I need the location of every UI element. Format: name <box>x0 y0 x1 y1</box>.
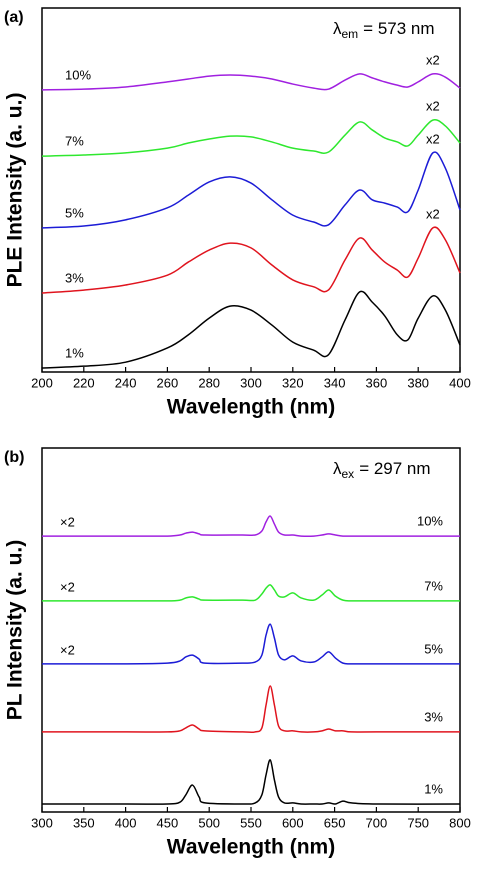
x-tick-label: 600 <box>282 815 304 830</box>
spectrum-line <box>41 72 461 91</box>
scale-label: ×2 <box>60 579 75 594</box>
spectrum-line <box>41 226 461 294</box>
annotation: λem = 573 nm <box>333 19 435 41</box>
panel-label: (a) <box>4 9 24 26</box>
annotation-symbol: λ <box>333 459 342 478</box>
x-tick-label: 200 <box>31 375 53 390</box>
y-axis-title: PL Intensity (a. u.) <box>4 540 27 720</box>
x-tick-label: 350 <box>73 815 95 830</box>
spectrum-line <box>41 584 460 602</box>
annotation-subscript: ex <box>342 467 355 481</box>
x-tick-label: 380 <box>407 375 429 390</box>
spectrum-line <box>42 685 460 734</box>
spectrum-line <box>41 151 461 229</box>
spectrum-line <box>41 515 460 537</box>
x-tick-label: 550 <box>240 815 262 830</box>
y-axis-title: PLE Intensity (a. u.) <box>4 93 27 288</box>
x-tick-label: 300 <box>240 375 262 390</box>
spectrum-line <box>41 623 461 665</box>
x-tick-label: 240 <box>115 375 137 390</box>
scale-label: x2 <box>426 131 440 146</box>
x-tick-label: 280 <box>198 375 220 390</box>
scale-label: x2 <box>426 206 440 221</box>
annotation-subscript: em <box>342 27 359 41</box>
series-label: 10% <box>417 514 443 529</box>
x-tick-label: 650 <box>324 815 346 830</box>
x-tick-label: 500 <box>198 815 220 830</box>
annotation-text: = 573 nm <box>363 19 434 38</box>
scale-label: x2 <box>426 99 440 114</box>
series-label: 1% <box>424 781 443 796</box>
series-label: 3% <box>65 270 84 285</box>
annotation: λex = 297 nm <box>333 459 431 481</box>
x-axis-title: Wavelength (nm) <box>167 396 335 419</box>
spectrum-line <box>42 759 461 805</box>
x-tick-label: 450 <box>157 815 179 830</box>
plot-frame <box>41 447 461 813</box>
x-tick-label: 800 <box>449 815 471 830</box>
x-tick-label: 260 <box>157 375 179 390</box>
x-tick-label: 400 <box>115 815 137 830</box>
x-tick-label: 300 <box>31 815 53 830</box>
plot-frame <box>41 7 461 373</box>
series-label: 10% <box>65 67 91 82</box>
x-tick-label: 400 <box>449 375 471 390</box>
series-label: 1% <box>65 345 84 360</box>
spectrum-line <box>41 290 461 369</box>
series-label: 7% <box>65 134 84 149</box>
scale-label: ×2 <box>60 515 75 530</box>
x-tick-label: 320 <box>282 375 304 390</box>
scale-label: x2 <box>426 52 440 67</box>
x-tick-label: 360 <box>366 375 388 390</box>
annotation-text: = 297 nm <box>359 459 430 478</box>
scale-label: ×2 <box>60 642 75 657</box>
series-label: 5% <box>65 205 84 220</box>
x-axis-title: Wavelength (nm) <box>167 836 335 859</box>
series-label: 7% <box>424 578 443 593</box>
x-tick-label: 700 <box>366 815 388 830</box>
x-tick-label: 340 <box>324 375 346 390</box>
annotation-symbol: λ <box>333 19 342 38</box>
x-tick-label: 750 <box>407 815 429 830</box>
spectrum-line <box>41 119 461 157</box>
panel-label: (b) <box>4 449 24 466</box>
series-label: 3% <box>424 709 443 724</box>
series-label: 5% <box>424 641 443 656</box>
x-tick-label: 220 <box>73 375 95 390</box>
